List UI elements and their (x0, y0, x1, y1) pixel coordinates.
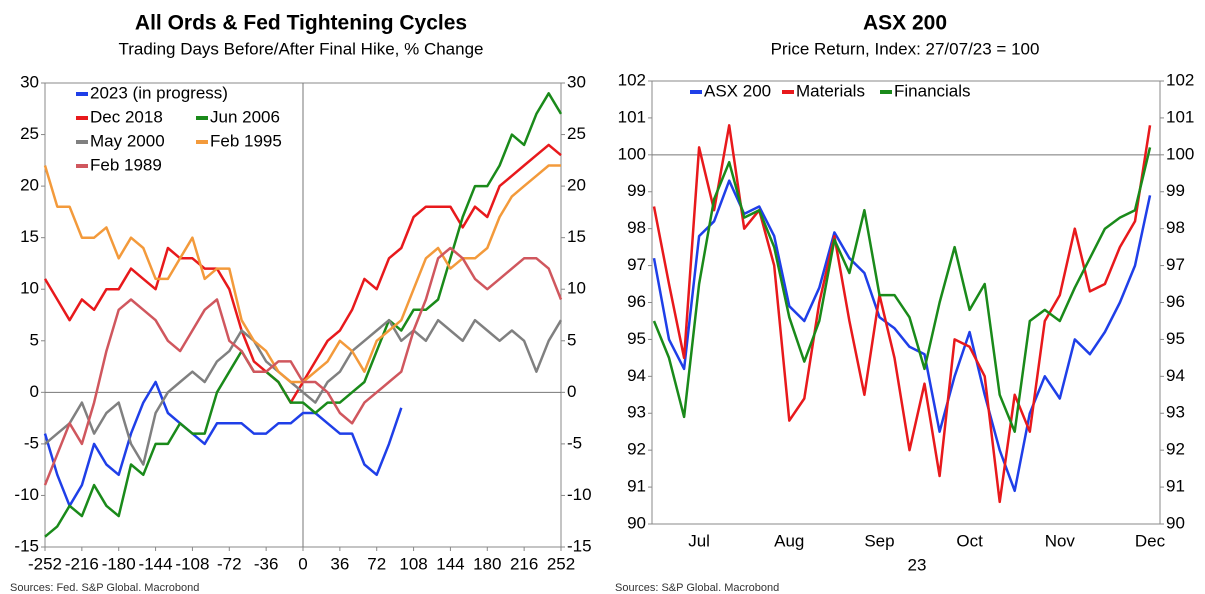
x-sublabel: 23 (908, 555, 927, 574)
chart-title: All Ords & Fed Tightening Cycles (135, 12, 467, 35)
source: Sources: Fed. S&P Global. Macrobond (10, 582, 199, 594)
y2-tick-label: -15 (567, 536, 592, 555)
y2-tick-label: 25 (567, 124, 586, 143)
x-tick-label: -72 (217, 554, 242, 573)
x-tick-label: 144 (436, 554, 464, 573)
x-tick-label: 252 (547, 554, 575, 573)
y-tick-label: 93 (627, 403, 646, 422)
plot-frame (651, 80, 1161, 525)
y2-tick-label: -5 (567, 433, 582, 452)
series-line (652, 147, 1152, 433)
x-tick-label: -216 (65, 554, 99, 573)
y-tick-label: 25 (20, 124, 39, 143)
y-tick-label: 20 (20, 176, 39, 195)
x-tick-label: Nov (1045, 531, 1076, 550)
series-line (652, 124, 1152, 504)
y-tick-label: 5 (30, 330, 39, 349)
x-tick-label: 36 (330, 554, 349, 573)
legend-label: ASX 200 (704, 81, 771, 100)
chart-title: ASX 200 (863, 12, 947, 35)
legend-label: Feb 1989 (90, 155, 162, 174)
y-tick-label: 30 (20, 72, 39, 91)
series-line (652, 179, 1152, 493)
y2-tick-label: 102 (1166, 70, 1194, 89)
y2-tick-label: 97 (1166, 255, 1185, 274)
y2-tick-label: 99 (1166, 181, 1185, 200)
legend-label: Materials (796, 81, 865, 100)
x-tick-label: 108 (399, 554, 427, 573)
legend-label: 2023 (in progress) (90, 83, 228, 102)
y-tick-label: 94 (627, 366, 646, 385)
y-tick-label: 95 (627, 329, 646, 348)
y2-tick-label: 100 (1166, 144, 1194, 163)
y2-tick-label: -10 (567, 485, 592, 504)
y-tick-label: 96 (627, 292, 646, 311)
y-tick-label: 97 (627, 255, 646, 274)
y2-tick-label: 93 (1166, 403, 1185, 422)
x-tick-label: -180 (102, 554, 136, 573)
x-tick-label: 72 (367, 554, 386, 573)
y-tick-label: 102 (618, 70, 646, 89)
x-tick-label: Sep (864, 531, 894, 550)
y-tick-label: 91 (627, 477, 646, 496)
x-tick-label: Jul (688, 531, 710, 550)
y-tick-label: 100 (618, 144, 646, 163)
legend-label: Dec 2018 (90, 107, 163, 126)
series-line (43, 246, 563, 486)
y2-tick-label: 30 (567, 72, 586, 91)
series-line (44, 318, 563, 466)
y-tick-label: -10 (14, 485, 39, 504)
y2-tick-label: 98 (1166, 218, 1185, 237)
y-tick-label: 99 (627, 181, 646, 200)
legend-label: May 2000 (90, 131, 165, 150)
y2-tick-label: 0 (567, 382, 576, 401)
y-tick-label: -15 (14, 536, 39, 555)
x-tick-label: -144 (139, 554, 173, 573)
y-tick-label: 15 (20, 227, 39, 246)
chart-subtitle: Price Return, Index: 27/07/23 = 100 (771, 39, 1040, 58)
y2-tick-label: 15 (567, 227, 586, 246)
y-tick-label: 98 (627, 218, 646, 237)
x-tick-label: Oct (956, 531, 983, 550)
legend-label: Financials (894, 81, 971, 100)
y2-tick-label: 91 (1166, 477, 1185, 496)
y2-tick-label: 5 (567, 330, 576, 349)
x-tick-label: 216 (510, 554, 538, 573)
source: Sources: S&P Global. Macrobond (615, 582, 779, 594)
legend-label: Feb 1995 (210, 131, 282, 150)
chart-subtitle: Trading Days Before/After Final Hike, % … (118, 39, 483, 58)
x-tick-label: Dec (1135, 531, 1166, 550)
y2-tick-label: 95 (1166, 329, 1185, 348)
y-tick-label: 90 (627, 513, 646, 532)
series-line (44, 92, 563, 538)
x-tick-label: 180 (473, 554, 501, 573)
y2-tick-label: 101 (1166, 107, 1194, 126)
x-tick-label: Aug (774, 531, 804, 550)
x-tick-label: -252 (28, 554, 62, 573)
series-line (43, 380, 403, 508)
y-tick-label: -5 (24, 433, 39, 452)
y-tick-label: 101 (618, 107, 646, 126)
y-tick-label: 0 (30, 382, 39, 401)
x-tick-label: -108 (175, 554, 209, 573)
legend-label: Jun 2006 (210, 107, 280, 126)
y-tick-label: 10 (20, 279, 39, 298)
y2-tick-label: 96 (1166, 292, 1185, 311)
y2-tick-label: 20 (567, 176, 586, 195)
y2-tick-label: 90 (1166, 513, 1185, 532)
y-tick-label: 92 (627, 440, 646, 459)
x-tick-label: 0 (298, 554, 307, 573)
y2-tick-label: 94 (1166, 366, 1185, 385)
y2-tick-label: 10 (567, 279, 586, 298)
y2-tick-label: 92 (1166, 440, 1185, 459)
x-tick-label: -36 (254, 554, 279, 573)
